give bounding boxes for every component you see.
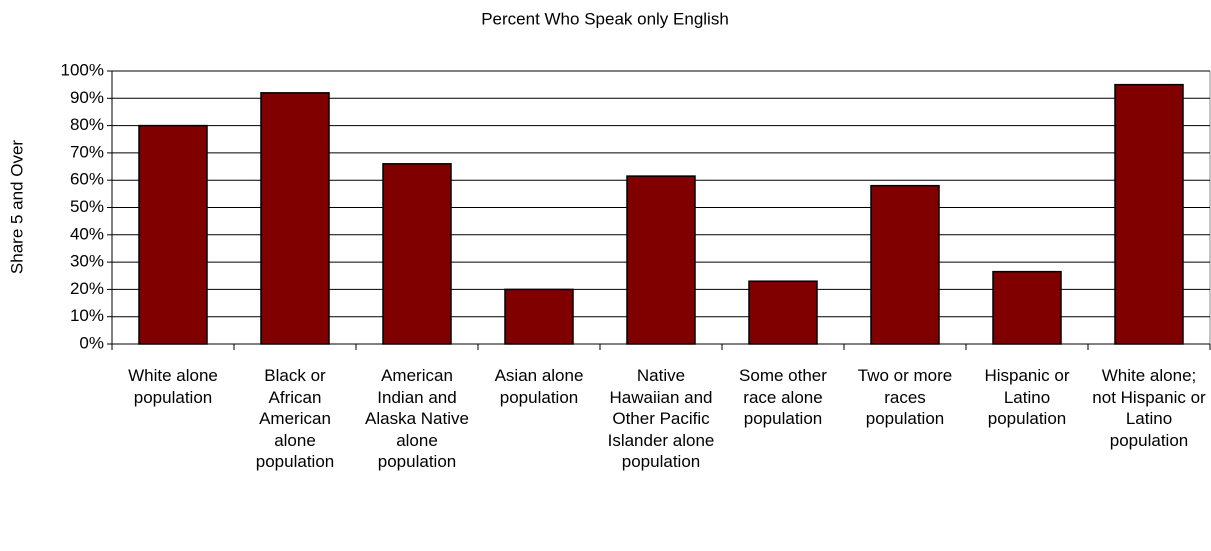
- x-tick-label: Native Hawaiian and Other Pacific Island…: [607, 366, 715, 472]
- y-tick-label: 100%: [61, 60, 104, 79]
- x-tick-label: Two or more races population: [857, 366, 953, 429]
- x-tick-label: American Indian and Alaska Native alone …: [365, 366, 469, 472]
- bar: [504, 288, 574, 345]
- y-tick-label: 80%: [70, 115, 104, 134]
- x-tick-label: Black or African American alone populati…: [255, 366, 335, 472]
- bar: [626, 175, 696, 345]
- y-tick-label: 20%: [70, 279, 104, 298]
- chart-title: Percent Who Speak only English: [481, 9, 729, 28]
- bar: [748, 280, 818, 345]
- y-tick-label: 10%: [70, 306, 104, 325]
- bar: [260, 92, 330, 345]
- x-tick-label: White alone population: [128, 366, 218, 407]
- y-axis-title: Share 5 and Over: [7, 140, 26, 275]
- x-tick-label: Some other race alone population: [739, 366, 827, 429]
- x-tick-label: Asian alone population: [494, 366, 584, 407]
- y-tick-label: 60%: [70, 170, 104, 189]
- y-tick-label: 70%: [70, 142, 104, 161]
- bar: [992, 270, 1062, 345]
- bar: [138, 124, 208, 345]
- y-tick-label: 50%: [70, 197, 104, 216]
- x-tick-label: Hispanic or Latino population: [984, 366, 1070, 429]
- y-tick-label: 30%: [70, 252, 104, 271]
- y-tick-label: 0%: [79, 333, 104, 352]
- bar: [1114, 83, 1184, 345]
- y-tick-label: 90%: [70, 88, 104, 107]
- x-tick-label: White alone; not Hispanic or Latino popu…: [1092, 366, 1206, 450]
- y-tick-label: 40%: [70, 224, 104, 243]
- bar: [382, 163, 452, 345]
- bar: [870, 184, 940, 345]
